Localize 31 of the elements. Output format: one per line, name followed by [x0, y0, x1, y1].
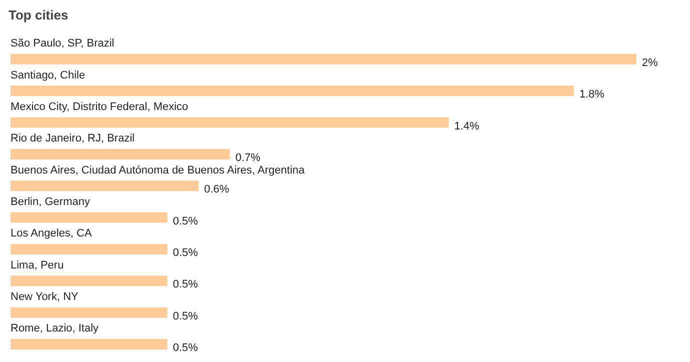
bar	[10, 148, 230, 160]
y-tick-label: Santiago, Chile	[10, 69, 86, 82]
data-label: 0.5%	[172, 215, 198, 228]
bar	[10, 338, 168, 350]
data-label: 0.7%	[235, 152, 261, 164]
y-tick-label: São Paulo, SP, Brazil	[10, 38, 114, 50]
bar	[10, 276, 168, 286]
bar	[10, 307, 168, 318]
data-label: 0.5%	[172, 247, 198, 260]
data-label: 0.5%	[172, 278, 198, 291]
y-tick-label: New York, NY	[10, 291, 80, 304]
bar	[10, 212, 168, 223]
bar	[10, 54, 636, 64]
chart-title: Top cities	[8, 8, 68, 22]
data-label: 0.6%	[204, 184, 230, 196]
y-tick-label: Lima, Peru	[10, 259, 64, 272]
y-tick-label: Berlin, Germany	[10, 196, 90, 208]
bar	[10, 86, 574, 96]
y-tick-label: Rome, Lazio, Italy	[10, 322, 100, 335]
y-tick-label: Los Angeles, CA	[10, 228, 92, 240]
y-tick-label: Mexico City, Distrito Federal, Mexico	[10, 101, 188, 114]
bar	[10, 117, 449, 128]
y-tick-label: Buenos Aires, Ciudad Autónoma de Buenos Aires, Argentina	[10, 164, 306, 176]
data-label: 0.5%	[172, 342, 198, 354]
data-label: 2%	[642, 56, 658, 69]
data-label: 1.4%	[454, 120, 480, 132]
y-tick-label: Rio de Janeiro, RJ, Brazil	[10, 132, 135, 145]
data-label: 1.8%	[579, 88, 605, 101]
bar	[10, 180, 199, 192]
bar	[10, 244, 168, 254]
data-label: 0.5%	[172, 310, 198, 322]
